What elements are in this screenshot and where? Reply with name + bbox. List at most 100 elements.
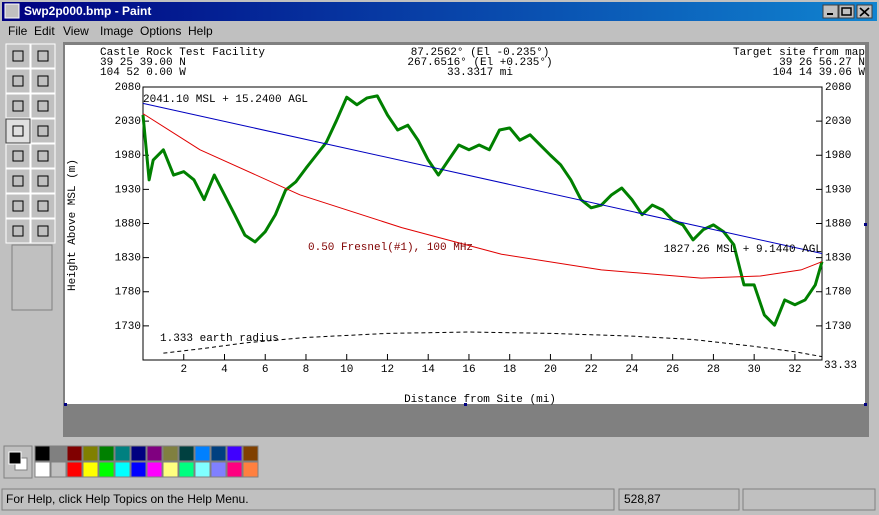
palette-color[interactable] (50, 461, 67, 478)
palette-color[interactable] (226, 445, 243, 462)
window-title: Swp2p000.bmp - Paint (24, 4, 151, 18)
x-tick-label: 14 (422, 364, 436, 376)
handle[interactable] (864, 223, 867, 226)
y-tick-label: 1880 (115, 218, 141, 230)
x-tick-label: 2 (180, 364, 187, 376)
resize-handles (64, 223, 867, 406)
palette-color[interactable] (82, 461, 99, 478)
palette-color[interactable] (162, 445, 179, 462)
palette-color[interactable] (34, 461, 51, 478)
x-tick-label: 18 (503, 364, 516, 376)
menu-item[interactable]: View (63, 24, 89, 38)
menu-item[interactable]: Image (100, 24, 134, 38)
tool-button[interactable] (30, 168, 56, 194)
y-tick-label: 1830 (825, 253, 851, 265)
palette-color[interactable] (194, 445, 211, 462)
y-tick-label: 2030 (115, 116, 141, 128)
app-icon (4, 3, 20, 19)
palette-color[interactable] (98, 461, 115, 478)
tool-options (11, 244, 53, 311)
palette-color[interactable] (98, 445, 115, 462)
x-tick-label: 16 (462, 364, 475, 376)
tool-button[interactable] (30, 118, 56, 144)
palette-color[interactable] (226, 461, 243, 478)
menu-item[interactable]: File (8, 24, 28, 38)
y-tick-label: 1730 (115, 321, 141, 333)
palette-color[interactable] (242, 445, 259, 462)
minimize-button[interactable] (822, 4, 839, 19)
tool-button[interactable] (30, 218, 56, 244)
annotation: 2041.10 MSL + 15.2400 AGL (143, 94, 308, 106)
palette-color[interactable] (194, 461, 211, 478)
palette-color[interactable] (210, 445, 227, 462)
tool-button[interactable] (30, 68, 56, 94)
status-coords: 528,87 (624, 492, 661, 506)
header-text: 267.6516° (El +0.235°) (407, 57, 552, 69)
palette-color[interactable] (210, 461, 227, 478)
tool-button[interactable] (5, 143, 31, 169)
tool-icon (37, 50, 49, 62)
palette-color[interactable] (66, 461, 83, 478)
palette-color[interactable] (146, 461, 163, 478)
series-line (142, 102, 823, 255)
tool-icon (12, 75, 24, 87)
window-buttons (822, 4, 873, 19)
tool-icon (12, 225, 24, 237)
header-text: Target site from map (733, 47, 865, 59)
tool-icon (37, 75, 49, 87)
palette-color[interactable] (66, 445, 83, 462)
y-tick-label: 1780 (825, 287, 851, 299)
handle[interactable] (464, 403, 467, 406)
y-tick-label: 1930 (115, 184, 141, 196)
tool-button[interactable] (5, 43, 31, 69)
tool-button[interactable] (5, 168, 31, 194)
palette-color[interactable] (146, 445, 163, 462)
tool-button[interactable] (5, 193, 31, 219)
palette-color[interactable] (114, 461, 131, 478)
status-pane (742, 488, 876, 511)
handle[interactable] (864, 403, 867, 406)
tool-button[interactable] (5, 93, 31, 119)
palette-color[interactable] (162, 461, 179, 478)
tool-button[interactable] (30, 193, 56, 219)
tool-button[interactable] (30, 43, 56, 69)
menu-item[interactable]: Edit (34, 24, 55, 38)
tool-icon (12, 125, 24, 137)
status-pane (618, 488, 740, 511)
menu-item[interactable]: Options (140, 24, 181, 38)
header-text: 104 52 0.00 W (100, 67, 186, 79)
header-text: 87.2562° (El -0.235°) (411, 47, 550, 59)
x-tick-label: 20 (544, 364, 557, 376)
foreground-color[interactable] (8, 451, 22, 465)
palette-color[interactable] (114, 445, 131, 462)
title-bar (2, 2, 877, 21)
palette-color[interactable] (34, 445, 51, 462)
menu-item[interactable]: Help (188, 24, 213, 38)
palette-color[interactable] (130, 461, 147, 478)
handle[interactable] (64, 403, 67, 406)
tool-button[interactable] (5, 218, 31, 244)
color-palette (3, 445, 259, 479)
palette-color[interactable] (50, 445, 67, 462)
annotation: 1827.26 MSL + 9.1440 AGL (664, 244, 822, 256)
x-tick-label: 10 (340, 364, 353, 376)
y-tick-label: 1830 (115, 253, 141, 265)
close-icon (859, 7, 870, 17)
annotation: 0.50 Fresnel(#1), 100 MHz (308, 242, 473, 254)
tool-button[interactable] (30, 143, 56, 169)
palette-color[interactable] (130, 445, 147, 462)
palette-color[interactable] (82, 445, 99, 462)
y-tick-label: 2080 (825, 82, 851, 94)
x-tick-label: 30 (748, 364, 761, 376)
tool-button[interactable] (5, 118, 31, 144)
palette-color[interactable] (178, 445, 195, 462)
tool-button[interactable] (30, 93, 56, 119)
header-text: 39 26 56.27 N (779, 57, 865, 69)
tool-button[interactable] (5, 68, 31, 94)
y-tick-label: 1730 (825, 321, 851, 333)
palette-color[interactable] (178, 461, 195, 478)
palette-color[interactable] (242, 461, 259, 478)
y-tick-label: 2080 (115, 82, 141, 94)
y-tick-label: 2030 (825, 116, 851, 128)
